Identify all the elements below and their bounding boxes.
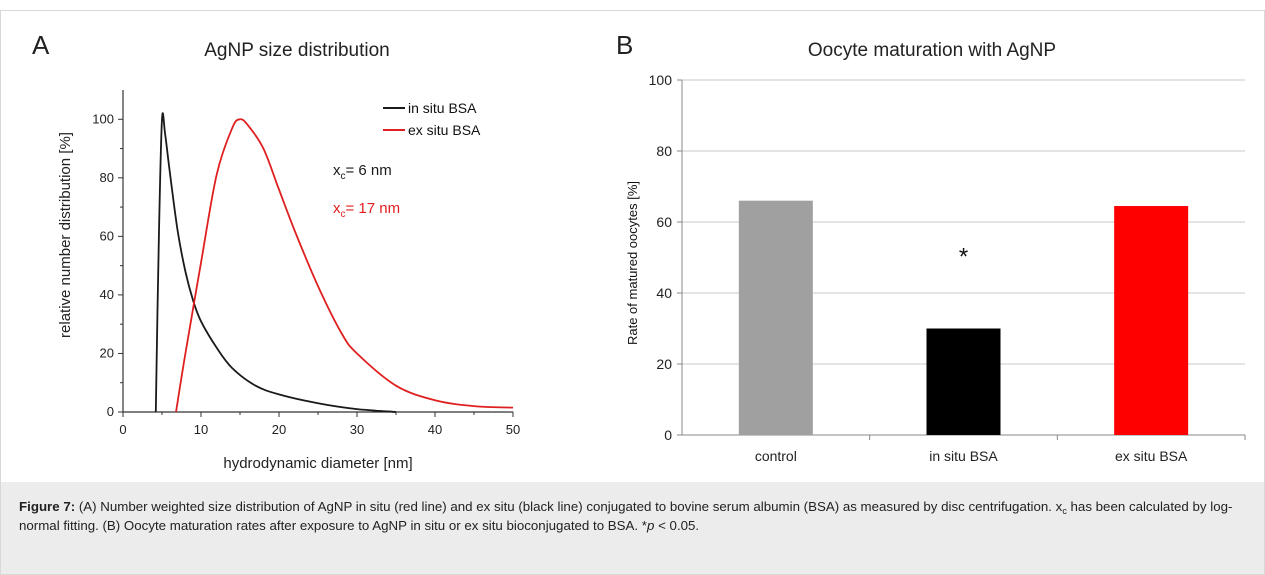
panel-b-x-tick-label: in situ BSA xyxy=(929,448,998,464)
panel-b-bar-in-situ-BSA xyxy=(926,328,1001,435)
panel-b-y-tick-label: 80 xyxy=(656,143,672,159)
figure-area: A AgNP size distribution hydrodynamic di… xyxy=(0,10,1265,482)
caption-text-3: < 0.05. xyxy=(658,518,700,533)
panel-a-annotations: xc= 6 nm xc= 17 nm xyxy=(333,162,400,220)
panel-a-x-tick-label: 40 xyxy=(428,422,442,437)
panel-b-y-tick-label: 40 xyxy=(656,285,672,301)
annotation-xc-in-situ: xc= 6 nm xyxy=(333,162,392,182)
panel-a-x-tick-label: 20 xyxy=(272,422,286,437)
panel-a: A AgNP size distribution hydrodynamic di… xyxy=(32,30,520,472)
caption-label: Figure 7: xyxy=(19,499,76,514)
legend-label-in-situ: in situ BSA xyxy=(408,100,477,116)
panel-b-y-tick-label: 100 xyxy=(649,72,673,88)
panel-a-y-tick-label: 60 xyxy=(100,228,114,243)
panel-b-y-tick-label: 60 xyxy=(656,214,672,230)
panel-b-significance-marker: * xyxy=(959,244,968,271)
panel-a-x-axis-label: hydrodynamic diameter [nm] xyxy=(223,455,412,472)
panel-a-x-tick-label: 30 xyxy=(350,422,364,437)
panel-b-y-tick-label: 20 xyxy=(656,356,672,372)
panel-a-y-tick-label: 80 xyxy=(100,170,114,185)
panel-a-plot-area: 0 10 20 30 40 50 0 20 40 60 80 100 xyxy=(92,90,520,437)
panel-a-letter: A xyxy=(32,30,50,60)
caption-text-2: has been calculated by log-normal fittin… xyxy=(19,499,1233,533)
panel-b-x-tick-label: control xyxy=(755,448,797,464)
panel-a-y-tick-label: 40 xyxy=(100,287,114,302)
caption-subscript: c xyxy=(1062,506,1067,516)
panel-b-bar-ex-situ-BSA xyxy=(1114,206,1189,435)
panel-a-x-tick-label: 50 xyxy=(506,422,520,437)
panel-a-x-tick-label: 10 xyxy=(194,422,208,437)
panel-a-title: AgNP size distribution xyxy=(204,40,390,61)
figure-svg: A AgNP size distribution hydrodynamic di… xyxy=(32,30,1246,472)
panel-b-letter: B xyxy=(616,30,633,60)
panel-a-series-line-in-situ xyxy=(154,112,397,413)
panel-a-y-tick-label: 0 xyxy=(107,404,114,419)
legend-label-ex-situ: ex situ BSA xyxy=(408,122,481,138)
panel-b-x-tick-label: ex situ BSA xyxy=(1115,448,1188,464)
panel-b-y-axis-label: Rate of matured oocytes [%] xyxy=(625,181,640,345)
panel-a-y-tick-label: 100 xyxy=(92,111,114,126)
caption-text-1: (A) Number weighted size distribution of… xyxy=(78,499,1063,514)
panel-b-plot-area: 0 20 40 60 80 100 control in situ BSA * ex situ B… xyxy=(649,72,1246,464)
panel-b-y-tick-label: 0 xyxy=(664,427,672,443)
annotation-xc-ex-situ: xc= 17 nm xyxy=(333,200,400,220)
panel-a-legend: in situ BSA ex situ BSA xyxy=(383,100,481,138)
panel-b-bar-control xyxy=(738,200,813,435)
panel-a-y-tick-label: 20 xyxy=(100,345,114,360)
caption-p-symbol: p xyxy=(646,518,655,533)
panel-a-x-tick-label: 0 xyxy=(119,422,126,437)
panel-b: B Oocyte maturation with AgNP Rate of ma… xyxy=(616,30,1246,464)
panel-b-title: Oocyte maturation with AgNP xyxy=(808,40,1056,61)
panel-a-series-line-ex-situ xyxy=(175,118,514,413)
panel-a-y-axis-label: relative number distribution [%] xyxy=(57,132,74,338)
figure-caption: Figure 7: (A) Number weighted size distr… xyxy=(1,482,1264,574)
